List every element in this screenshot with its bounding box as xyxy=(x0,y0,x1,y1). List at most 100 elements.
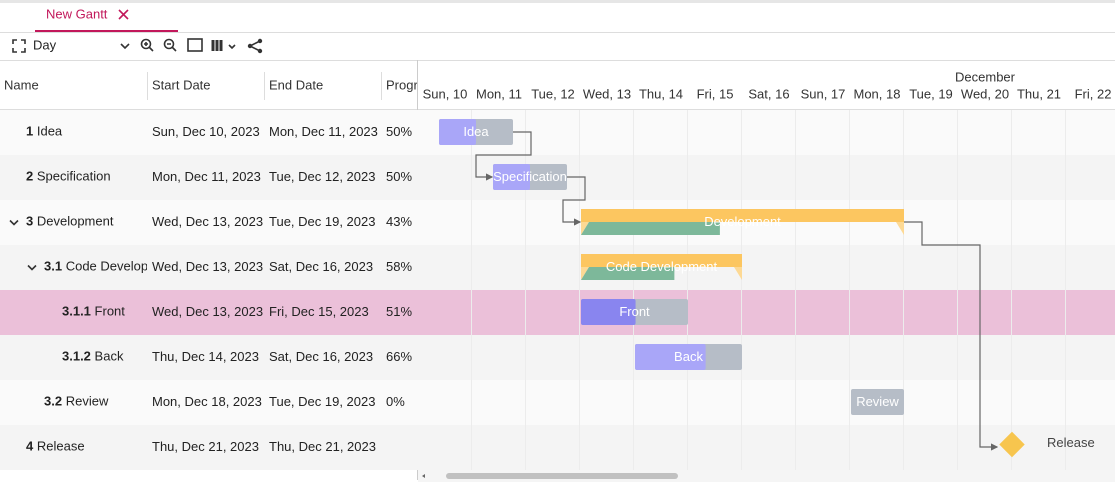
view-select[interactable]: Day xyxy=(33,37,57,52)
summary-progress xyxy=(581,267,675,280)
start-date: Wed, Dec 13, 2023 xyxy=(152,259,263,274)
end-date: Tue, Dec 19, 2023 xyxy=(269,394,375,409)
progress: 58% xyxy=(386,259,412,274)
task-wbs: 4 xyxy=(26,439,34,454)
bar-label: Front xyxy=(619,304,650,319)
task-name: 4 Release xyxy=(26,439,85,454)
fullscreen[interactable] xyxy=(187,38,203,52)
progress: 0% xyxy=(386,394,405,409)
milestone-label: Release xyxy=(1047,435,1095,450)
column-header: Name xyxy=(4,77,39,92)
zoom-out[interactable] xyxy=(163,38,175,50)
task-name-text: Idea xyxy=(37,124,63,139)
day-label: Tue, 19 xyxy=(909,86,953,101)
task-name-text: Release xyxy=(37,439,85,454)
task-row[interactable] xyxy=(0,200,1115,245)
expand-toggle[interactable] xyxy=(9,219,19,226)
task-name-text: Review xyxy=(66,394,109,409)
month-label: December xyxy=(955,69,1016,84)
day-label: Thu, 14 xyxy=(639,86,683,101)
start-date: Thu, Dec 21, 2023 xyxy=(152,439,259,454)
bar-label: Review xyxy=(856,394,899,409)
task-wbs: 1 xyxy=(26,124,33,139)
day-label: Wed, 13 xyxy=(583,86,631,101)
task-name-text: Code Development xyxy=(66,259,178,274)
tab-close[interactable] xyxy=(118,9,129,20)
task-row[interactable] xyxy=(0,245,1115,290)
task-name-text: Back xyxy=(95,349,124,364)
task-name: 3.1 Code Development xyxy=(44,259,177,274)
day-label: Tue, 12 xyxy=(531,86,575,101)
tab-underline xyxy=(35,30,178,32)
bar-label: Back xyxy=(674,349,703,364)
task-row[interactable] xyxy=(0,425,1115,470)
task-name: 3.1.2 Back xyxy=(62,349,124,364)
day-label: Fri, 15 xyxy=(697,86,734,101)
task-name: 3 Development xyxy=(26,214,114,229)
bar-label: Code Development xyxy=(606,259,718,274)
task-name-text: Development xyxy=(37,214,114,229)
summary-top xyxy=(581,254,742,267)
bar-label: Development xyxy=(704,214,781,229)
task-row[interactable] xyxy=(0,290,1115,335)
scrollbar-thumb[interactable] xyxy=(446,473,678,479)
column-header: End Date xyxy=(269,77,323,92)
task-row[interactable] xyxy=(0,110,1115,155)
task-progress xyxy=(439,119,476,145)
zoom-in[interactable] xyxy=(140,38,152,50)
task-bar[interactable] xyxy=(851,389,904,415)
task-wbs: 2 xyxy=(26,169,33,184)
start-date: Wed, Dec 13, 2023 xyxy=(152,214,263,229)
bar-label: Specification xyxy=(493,169,567,184)
day-label: Mon, 18 xyxy=(854,86,901,101)
start-date: Wed, Dec 13, 2023 xyxy=(152,304,263,319)
day-label: Mon, 11 xyxy=(476,86,522,101)
start-date: Mon, Dec 11, 2023 xyxy=(152,169,261,184)
end-date: Tue, Dec 19, 2023 xyxy=(269,214,375,229)
task-name-text: Specification xyxy=(37,169,111,184)
task-wbs: 3.2 xyxy=(44,394,62,409)
task-row[interactable] xyxy=(0,335,1115,380)
end-date: Sat, Dec 16, 2023 xyxy=(269,349,373,364)
day-label: Thu, 21 xyxy=(1017,86,1061,101)
task-progress xyxy=(493,164,530,190)
milestone[interactable] xyxy=(999,431,1025,458)
task-wbs: 3 xyxy=(26,214,33,229)
progress: 66% xyxy=(386,349,412,364)
columns[interactable] xyxy=(211,40,223,51)
end-date: Thu, Dec 21, 2023 xyxy=(269,439,376,454)
fit-icon[interactable] xyxy=(12,39,26,53)
day-label: Sat, 16 xyxy=(748,86,789,101)
task-wbs: 3.1.2 xyxy=(62,349,91,364)
summary-top xyxy=(581,209,904,222)
task-progress xyxy=(635,344,706,370)
progress: 43% xyxy=(386,214,412,229)
start-date: Sun, Dec 10, 2023 xyxy=(152,124,260,139)
start-date: Thu, Dec 14, 2023 xyxy=(152,349,259,364)
column-header: Progress xyxy=(386,77,439,92)
task-wbs: 3.1 xyxy=(44,259,62,274)
tab-title[interactable]: New Gantt xyxy=(46,6,108,21)
progress: 50% xyxy=(386,124,412,139)
end-date: Sat, Dec 16, 2023 xyxy=(269,259,373,274)
task-row[interactable] xyxy=(0,380,1115,425)
task-name: 2 Specification xyxy=(26,169,111,184)
task-progress xyxy=(581,299,636,325)
column-header: Start Date xyxy=(152,77,211,92)
task-name: 3.1.1 Front xyxy=(62,304,125,319)
progress: 50% xyxy=(386,169,412,184)
dropdown-caret[interactable] xyxy=(120,43,130,50)
task-name-text: Front xyxy=(95,304,126,319)
expand-toggle[interactable] xyxy=(27,264,37,271)
task-wbs: 3.1.1 xyxy=(62,304,91,319)
task-name: 1 Idea xyxy=(26,124,63,139)
day-label: Sun, 17 xyxy=(801,86,846,101)
summary-progress xyxy=(581,222,720,235)
day-label: Sun, 10 xyxy=(423,86,468,101)
dependencies xyxy=(475,131,999,451)
bar-label: Idea xyxy=(463,124,489,139)
task-name: 3.2 Review xyxy=(44,394,109,409)
progress: 51% xyxy=(386,304,412,319)
end-date: Fri, Dec 15, 2023 xyxy=(269,304,369,319)
